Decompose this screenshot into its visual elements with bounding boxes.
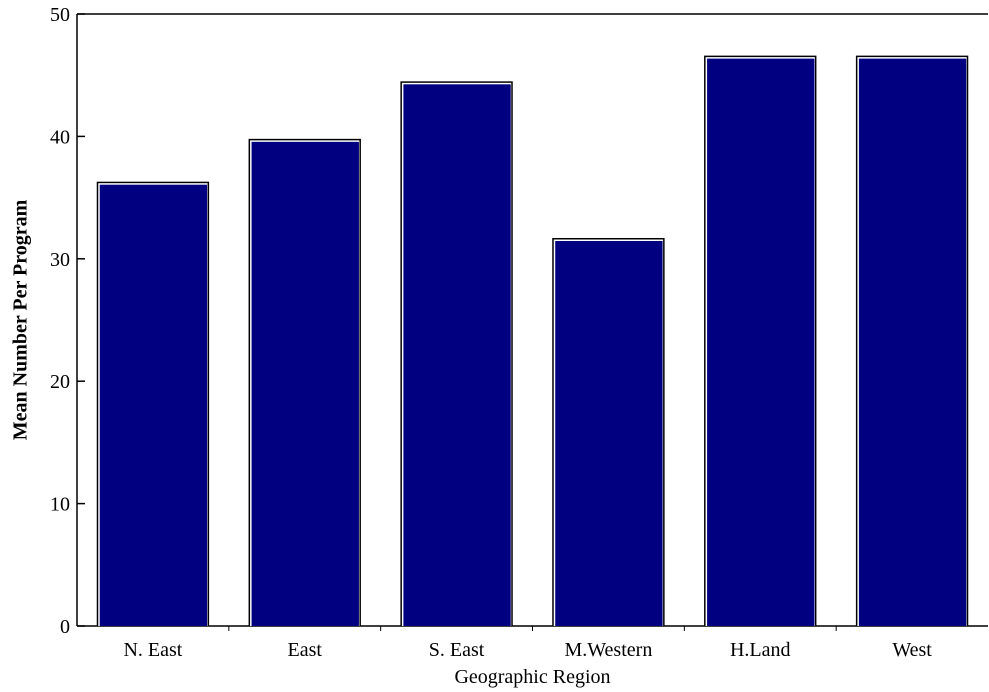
y-tick-label: 30 — [50, 249, 70, 271]
bar — [403, 84, 511, 626]
bars-group — [96, 55, 969, 627]
x-axis-title: Geographic Region — [454, 666, 610, 688]
y-tick-label: 10 — [50, 494, 70, 516]
bar — [858, 58, 967, 626]
y-tick-label: 0 — [60, 616, 70, 638]
x-tick-label: West — [892, 639, 932, 661]
bar — [555, 240, 663, 626]
y-axis-title: Mean Number Per Program — [10, 199, 32, 440]
x-axis: N. East East S. East M.Western H.Land West — [123, 626, 932, 661]
bar — [251, 141, 359, 626]
y-tick-label: 40 — [50, 126, 70, 148]
x-tick-label: H.Land — [730, 639, 791, 661]
x-tick-label: S. East — [429, 639, 485, 661]
y-tick-label: 50 — [50, 4, 70, 26]
plot-frame — [76, 13, 988, 627]
x-tick-label: East — [288, 639, 323, 661]
y-axis: 0 10 20 30 40 50 — [50, 4, 85, 638]
bar — [99, 184, 208, 627]
x-tick-label: M.Western — [565, 639, 653, 661]
y-tick-label: 20 — [50, 371, 70, 393]
bar — [707, 58, 815, 626]
x-tick-label: N. East — [123, 639, 182, 661]
